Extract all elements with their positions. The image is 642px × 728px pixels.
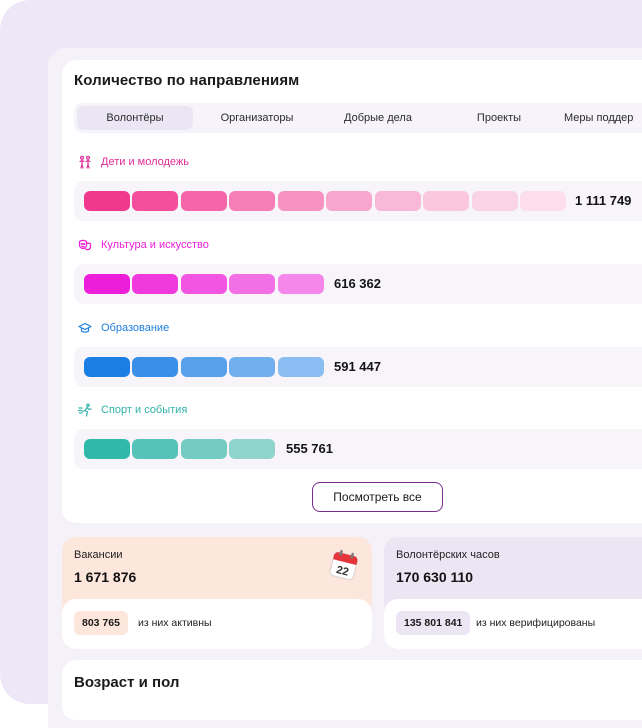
direction-bar-children: 1 111 749 (74, 181, 642, 221)
vacancies-card: Вакансии 1 671 876 22 803 765 из них акт… (62, 537, 372, 649)
direction-label-children: Дети и молодежь (78, 154, 189, 170)
theater-masks-icon (78, 239, 92, 251)
bar-segment (229, 439, 275, 459)
direction-label-text: Культура и искусство (101, 239, 209, 251)
hours-verified-chip: 135 801 841 (396, 611, 471, 635)
running-person-icon (78, 403, 92, 417)
bar-segment (84, 191, 130, 211)
age-gender-card: Возраст и пол (62, 660, 642, 720)
directions-tabs: Волонтёры Организаторы Добрые дела Проек… (74, 103, 642, 133)
direction-label-sport: Спорт и события (78, 402, 187, 418)
calendar-day: 22 (335, 564, 350, 579)
bar-segment (84, 357, 130, 377)
tab-volunteers[interactable]: Волонтёры (77, 106, 193, 130)
vacancies-active-note: из них активны (138, 617, 212, 629)
tab-good-deeds[interactable]: Добрые дела (344, 112, 412, 124)
direction-bar-education: 591 447 (74, 347, 642, 387)
vacancies-header: Вакансии 1 671 876 22 (62, 537, 372, 603)
direction-label-text: Спорт и события (101, 404, 188, 416)
direction-bar-sport: 555 761 (74, 429, 642, 469)
bar-segment (181, 274, 227, 294)
direction-label-text: Дети и молодежь (101, 156, 189, 168)
direction-label-culture: Культура и искусство (78, 237, 209, 253)
hours-header: Волонтёрских часов 170 630 110 (384, 537, 642, 603)
children-icon (79, 155, 91, 169)
bar-segment (229, 191, 275, 211)
bar-segment (84, 439, 130, 459)
bar-segment (132, 274, 178, 294)
direction-label-text: Образование (101, 322, 170, 334)
directions-card: Количество по направлениям Волонтёры Орг… (62, 60, 642, 523)
hours-caption: Волонтёрских часов (396, 549, 500, 561)
hours-value: 170 630 110 (396, 569, 474, 585)
tab-support-measures[interactable]: Меры поддер (564, 112, 634, 124)
bar-segment (229, 274, 275, 294)
direction-value: 616 362 (334, 276, 381, 291)
bar-segment (181, 191, 227, 211)
calendar-icon: 22 (329, 549, 358, 581)
bar-segment (84, 274, 130, 294)
graduation-cap-icon (78, 322, 92, 333)
hours-verified-note: из них верифицированы (476, 617, 596, 629)
tab-organizers[interactable]: Организаторы (220, 112, 294, 124)
bar-segment (278, 357, 324, 377)
bar-segment (132, 191, 178, 211)
age-gender-title: Возраст и пол (74, 674, 180, 691)
bar-segment (181, 439, 227, 459)
bar-segment (375, 191, 421, 211)
direction-value: 555 761 (286, 441, 333, 456)
bar-segment (278, 191, 324, 211)
bar-segment (278, 274, 324, 294)
directions-card-title: Количество по направлениям (74, 72, 300, 89)
direction-value: 1 111 749 (575, 193, 632, 208)
vacancies-value: 1 671 876 (74, 569, 137, 585)
bar-segment (520, 191, 566, 211)
bar-segment (472, 191, 518, 211)
bar-segment (423, 191, 469, 211)
tab-projects[interactable]: Проекты (476, 112, 522, 124)
bar-segment (181, 357, 227, 377)
view-all-button[interactable]: Посмотреть все (312, 482, 443, 512)
bar-segment (326, 191, 372, 211)
vacancies-footer: 803 765 из них активны (62, 599, 372, 649)
direction-bar-culture: 616 362 (74, 264, 642, 304)
vacancies-caption: Вакансии (74, 549, 123, 561)
hours-card: Волонтёрских часов 170 630 110 135 801 8… (384, 537, 642, 649)
direction-value: 591 447 (334, 359, 381, 374)
bar-segment (132, 439, 178, 459)
hours-footer: 135 801 841 из них верифицированы (384, 599, 642, 649)
bar-segment (132, 357, 178, 377)
bar-segment (229, 357, 275, 377)
direction-label-education: Образование (78, 320, 169, 336)
vacancies-active-chip: 803 765 (74, 611, 128, 635)
